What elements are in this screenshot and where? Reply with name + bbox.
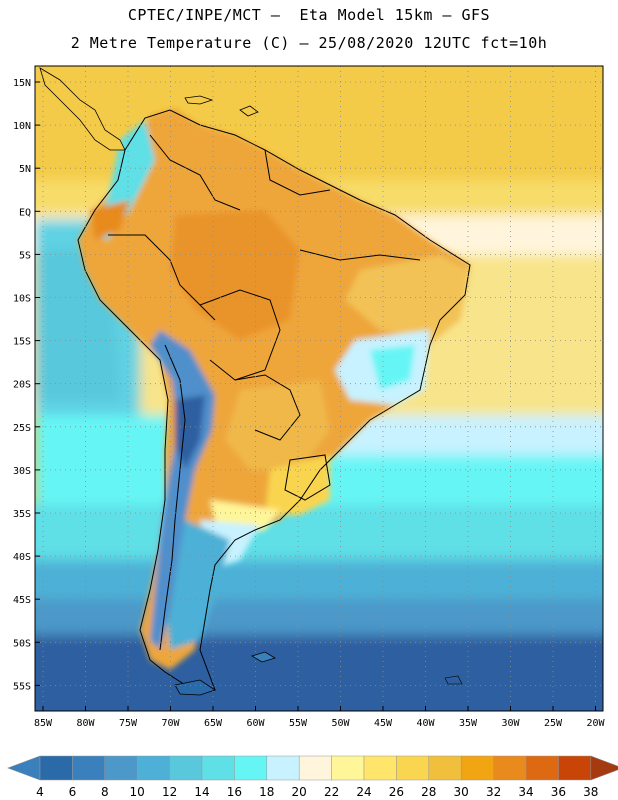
lon-label: 20W [586,718,605,729]
colorbar-label: 20 [292,785,307,799]
latitude-labels: 15N 10N 5N EQ 5S 10S 15S 20S 25S 30S 35S 40S 45S 50S 5… [13,78,40,692]
colombia-hot [90,200,130,240]
longitude-labels: 85W 80W 75W 70W 65W 60W 55W 50W 45W 40W 35W 30W 25W 2… [34,706,606,729]
lat-label: 55S [13,681,31,692]
andes-highest [175,395,205,470]
colorbar-segment [298,755,332,781]
lat-label: 20S [13,380,31,391]
border-brazil-states [299,249,421,261]
border-colombia-venezuela [149,134,241,211]
colorbar-label: 12 [162,785,177,799]
colorbar-segment [266,755,300,781]
colorbar-label: 18 [259,785,274,799]
lon-label: 40W [416,718,435,729]
lat-label: 15N [13,78,31,89]
lat-label: EQ [19,207,31,218]
lon-label: 85W [34,718,53,729]
lon-label: 65W [204,718,223,729]
lon-label: 55W [289,718,308,729]
coastline [77,109,471,691]
colorbar-label: 24 [356,785,371,799]
lon-label: 60W [246,718,265,729]
lat-label: 25S [13,423,31,434]
colorbar-arrow-right [590,755,618,781]
lat-label: 5N [19,164,31,175]
colorbar-label: 38 [583,785,598,799]
colorbar-segment [493,755,527,781]
colorbar-label: 10 [130,785,145,799]
lat-label: 45S [13,595,31,606]
colorbar-segment [525,755,559,781]
lon-label: 35W [459,718,478,729]
colorbar: 4 6 8 10 12 14 16 18 20 22 24 26 28 30 32 34 36 38 [7,755,618,799]
colorbar-segment [460,755,494,781]
lat-label: 40S [13,552,31,563]
lon-label: 75W [119,718,138,729]
border-chile-argentina [159,344,186,651]
colorbar-label: 22 [324,785,339,799]
lon-label: 45W [374,718,393,729]
colorbar-segment [136,755,170,781]
colorbar-label: 26 [389,785,404,799]
colorbar-segment [201,755,235,781]
map-frame [34,65,604,712]
caribbean-island [184,95,214,105]
colorbar-segment [428,755,462,781]
ocean-band-cold [35,635,603,711]
ocean-band-cool [35,600,603,640]
colorbar-label: 16 [227,785,242,799]
colorbar-segment [234,755,268,781]
colorbar-segment [396,755,430,781]
colorbar-label: 28 [421,785,436,799]
title-line-1: CPTEC/INPE/MCT – Eta Model 15km – GFS [127,6,491,24]
lon-label: 50W [331,718,350,729]
colorbar-segment [104,755,138,781]
colorbar-arrow-left [7,755,41,781]
colorbar-segment [558,755,592,781]
lat-label: 35S [13,509,31,520]
tierra-del-fuego [174,679,216,696]
colorbar-label: 8 [101,785,109,799]
colorbar-label: 6 [69,785,77,799]
paraguay-warm [225,380,330,470]
colorbar-segment [39,755,73,781]
title-line-2: 2 Metre Temperature (C) – 25/08/2020 12U… [70,34,548,52]
south-georgia [444,675,463,685]
lon-label: 25W [544,718,563,729]
colorbar-segment [72,755,106,781]
lat-label: 15S [13,337,31,348]
colorbar-label: 36 [551,785,566,799]
lat-label: 30S [13,466,31,477]
colorbar-segment [363,755,397,781]
colorbar-segment [169,755,203,781]
lon-label: 30W [501,718,520,729]
colorbar-label: 14 [194,785,209,799]
colorbar-label: 32 [486,785,501,799]
country-borders [77,109,471,691]
uruguay-mild [265,455,330,515]
lat-label: 5S [19,250,31,261]
colorbar-label: 34 [518,785,533,799]
falklands [251,651,276,663]
lat-label: 10S [13,294,31,305]
patagonia-cool [165,520,230,650]
southeast-cool [370,345,415,390]
lat-label: 50S [13,638,31,649]
lat-label: 10N [13,121,31,132]
colorbar-label: 4 [36,785,44,799]
colorbar-label: 30 [454,785,469,799]
border-guianas [264,149,331,196]
border-uruguay [284,454,331,501]
border-paraguay [234,374,301,441]
lon-label: 70W [161,718,180,729]
colorbar-segment [331,755,365,781]
map-field [35,66,603,711]
border-peru-brazil [108,234,216,321]
caribbean-island-2 [239,105,259,117]
northeast-warm [345,255,470,340]
lon-label: 80W [76,718,95,729]
